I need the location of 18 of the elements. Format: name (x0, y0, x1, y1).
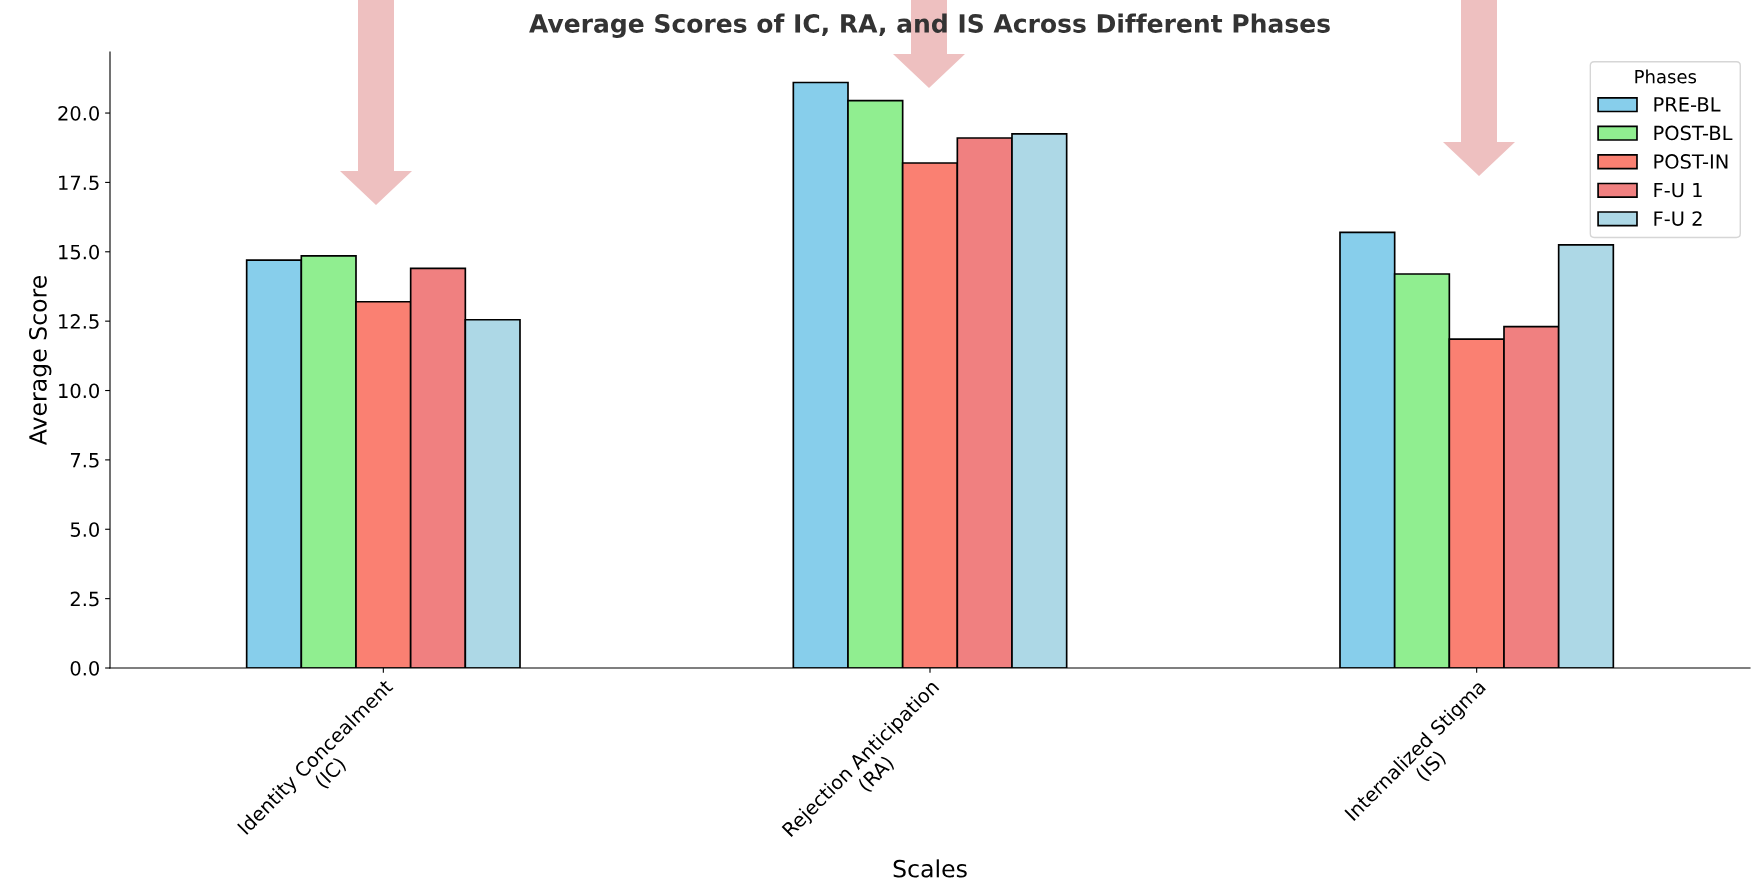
legend-label: POST-IN (1654, 154, 1728, 169)
legend-label: F-U 1 (1654, 182, 1702, 198)
chart-title: Average Scores of IC, RA, and IS Across Different Phases (529, 13, 1330, 38)
y-tick-label: 17.5 (59, 175, 99, 191)
x-axis-title: Scales (893, 859, 967, 878)
legend-title: Phases (1635, 69, 1697, 84)
legend-label: F-U 2 (1654, 211, 1702, 226)
y-tick-label: 5.0 (70, 522, 99, 537)
legend-label: PRE-BL (1654, 97, 1721, 112)
y-tick-label: 12.5 (59, 314, 99, 329)
legend-label: POST-BL (1654, 125, 1733, 141)
y-tick-label: 7.5 (70, 453, 99, 468)
y-tick-label: 15.0 (59, 244, 99, 260)
y-tick-label: 2.5 (70, 591, 99, 607)
y-tick-label: 10.0 (59, 383, 99, 399)
y-tick-label: 0.0 (70, 660, 99, 676)
y-axis-title: Average Score (28, 275, 52, 446)
y-tick-label: 20.0 (58, 106, 99, 121)
